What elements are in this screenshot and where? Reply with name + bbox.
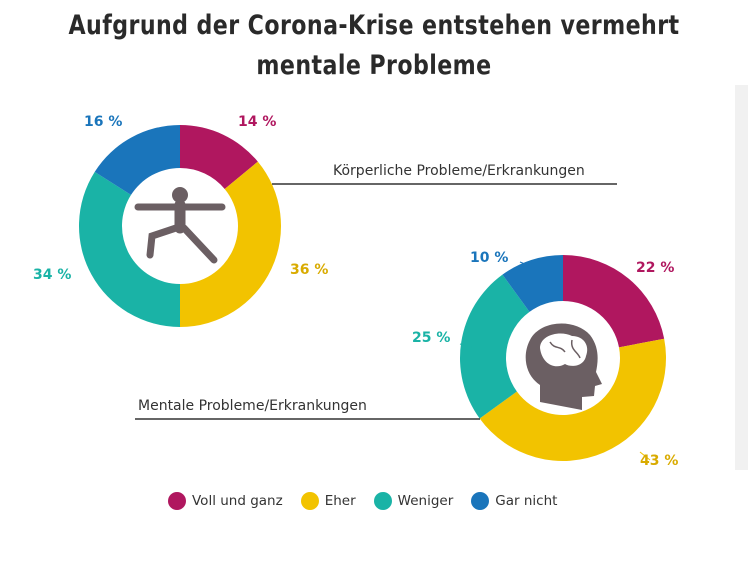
legend-item-voll: Voll und ganz <box>168 492 283 510</box>
legend-label: Weniger <box>397 493 454 509</box>
label-mental-weniger: 25 % <box>412 330 451 346</box>
leader-43 <box>639 451 651 461</box>
legend: Voll und ganz Eher Weniger Gar nicht <box>168 492 557 510</box>
legend-item-weniger: Weniger <box>373 492 454 510</box>
donut-segment-eher <box>479 338 666 462</box>
legend-label: Eher <box>324 493 356 509</box>
donut-physical <box>79 125 281 327</box>
legend-dot <box>373 492 392 510</box>
side-panel <box>735 85 748 470</box>
chart-title: Aufgrund der Corona-Krise entstehen verm… <box>68 10 680 81</box>
label-physical-voll: 14 % <box>238 114 277 130</box>
donut-segment-gar-nicht <box>502 255 563 312</box>
legend-label: Voll und ganz <box>192 493 283 509</box>
donut-segment-voll-und-ganz <box>180 125 258 190</box>
donut-segment-voll-und-ganz <box>563 255 665 348</box>
donut-segment-gar-nicht <box>94 125 180 195</box>
label-physical-weniger: 34 % <box>33 267 72 283</box>
person-stretching-icon <box>134 187 226 264</box>
label-physical-gar-nicht: 16 % <box>84 114 123 130</box>
brain-head-icon <box>525 323 602 410</box>
donut-segment-weniger <box>79 171 180 327</box>
legend-item-gar-nicht: Gar nicht <box>471 492 557 510</box>
category-physical: Körperliche Probleme/Erkrankungen <box>333 163 585 179</box>
legend-dot <box>168 492 186 510</box>
legend-label: Gar nicht <box>495 493 558 509</box>
donut-mental <box>460 255 666 462</box>
label-mental-eher: 43 % <box>640 453 679 469</box>
donut-segment-eher <box>180 161 281 327</box>
label-physical-eher: 36 % <box>290 262 329 278</box>
label-mental-voll: 22 % <box>636 260 675 276</box>
legend-item-eher: Eher <box>300 492 356 510</box>
legend-dot <box>300 492 319 510</box>
category-mental: Mentale Probleme/Erkrankungen <box>138 398 367 414</box>
legend-dot <box>471 492 490 510</box>
leader-25 <box>459 343 476 349</box>
label-mental-gar-nicht: 10 % <box>470 250 509 266</box>
leader-10 <box>519 261 541 279</box>
donut-segment-weniger <box>460 274 530 419</box>
